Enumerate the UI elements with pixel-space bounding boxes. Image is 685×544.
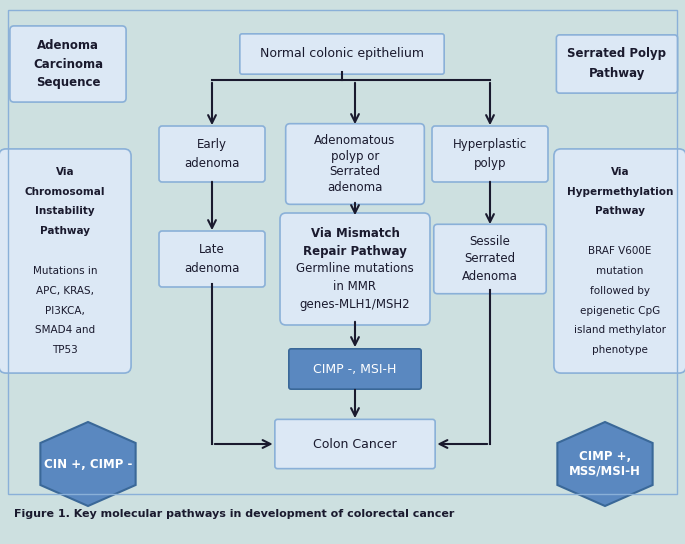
Text: PI3KCA,: PI3KCA, <box>45 306 85 316</box>
Text: Instability: Instability <box>35 207 95 217</box>
Text: island methylator: island methylator <box>574 325 666 335</box>
Text: adenoma: adenoma <box>184 262 240 275</box>
FancyBboxPatch shape <box>432 126 548 182</box>
Polygon shape <box>40 422 136 506</box>
Polygon shape <box>558 422 653 506</box>
Text: Chromosomal: Chromosomal <box>25 187 105 197</box>
Text: Via: Via <box>611 167 630 177</box>
Text: Normal colonic epithelium: Normal colonic epithelium <box>260 47 424 60</box>
FancyBboxPatch shape <box>0 149 131 373</box>
Text: Via Mismatch: Via Mismatch <box>310 227 399 240</box>
Text: TP53: TP53 <box>52 345 78 355</box>
Text: followed by: followed by <box>590 286 650 296</box>
Text: SMAD4 and: SMAD4 and <box>35 325 95 335</box>
Text: Serrated Polyp: Serrated Polyp <box>567 47 667 60</box>
Text: phenotype: phenotype <box>592 345 648 355</box>
Text: Germline mutations: Germline mutations <box>296 263 414 275</box>
Text: Hypermethylation: Hypermethylation <box>566 187 673 197</box>
Text: polyp: polyp <box>474 157 506 170</box>
Text: Repair Pathway: Repair Pathway <box>303 245 407 258</box>
Text: Mutations in: Mutations in <box>33 266 97 276</box>
Text: genes-MLH1/MSH2: genes-MLH1/MSH2 <box>299 298 410 311</box>
FancyBboxPatch shape <box>280 213 430 325</box>
Text: Pathway: Pathway <box>589 67 645 81</box>
Text: Pathway: Pathway <box>595 207 645 217</box>
FancyBboxPatch shape <box>434 224 546 294</box>
FancyBboxPatch shape <box>10 26 126 102</box>
Text: CIMP +,
MSS/MSI-H: CIMP +, MSS/MSI-H <box>569 450 641 478</box>
FancyBboxPatch shape <box>159 231 265 287</box>
Text: Via: Via <box>55 167 74 177</box>
Text: Late: Late <box>199 243 225 256</box>
FancyBboxPatch shape <box>556 35 677 93</box>
Text: Serrated: Serrated <box>464 252 516 265</box>
Text: Carcinoma: Carcinoma <box>33 58 103 71</box>
Text: APC, KRAS,: APC, KRAS, <box>36 286 94 296</box>
FancyBboxPatch shape <box>159 126 265 182</box>
Text: Sequence: Sequence <box>36 76 100 89</box>
FancyBboxPatch shape <box>286 123 424 205</box>
Text: CIN +, CIMP -: CIN +, CIMP - <box>44 458 132 471</box>
Text: BRAF V600E: BRAF V600E <box>588 246 651 256</box>
FancyBboxPatch shape <box>275 419 435 468</box>
FancyBboxPatch shape <box>240 34 444 74</box>
Text: Colon Cancer: Colon Cancer <box>313 437 397 450</box>
FancyBboxPatch shape <box>289 349 421 389</box>
Text: Hyperplastic: Hyperplastic <box>453 138 527 151</box>
Text: mutation: mutation <box>597 266 644 276</box>
Text: Sessile: Sessile <box>469 235 510 248</box>
Text: Pathway: Pathway <box>40 226 90 236</box>
FancyBboxPatch shape <box>554 149 685 373</box>
Text: Adenoma: Adenoma <box>37 39 99 52</box>
Text: adenoma: adenoma <box>327 181 383 194</box>
Text: epigenetic CpG: epigenetic CpG <box>580 306 660 316</box>
Text: polyp or: polyp or <box>331 150 379 163</box>
Text: Serrated: Serrated <box>329 165 381 178</box>
Text: Adenoma: Adenoma <box>462 270 518 283</box>
Text: Early: Early <box>197 138 227 151</box>
Text: Figure 1. Key molecular pathways in development of colorectal cancer: Figure 1. Key molecular pathways in deve… <box>14 509 454 519</box>
Text: adenoma: adenoma <box>184 157 240 170</box>
Text: in MMR: in MMR <box>334 280 377 293</box>
Text: Adenomatous: Adenomatous <box>314 134 396 147</box>
Text: CIMP -, MSI-H: CIMP -, MSI-H <box>313 362 397 375</box>
